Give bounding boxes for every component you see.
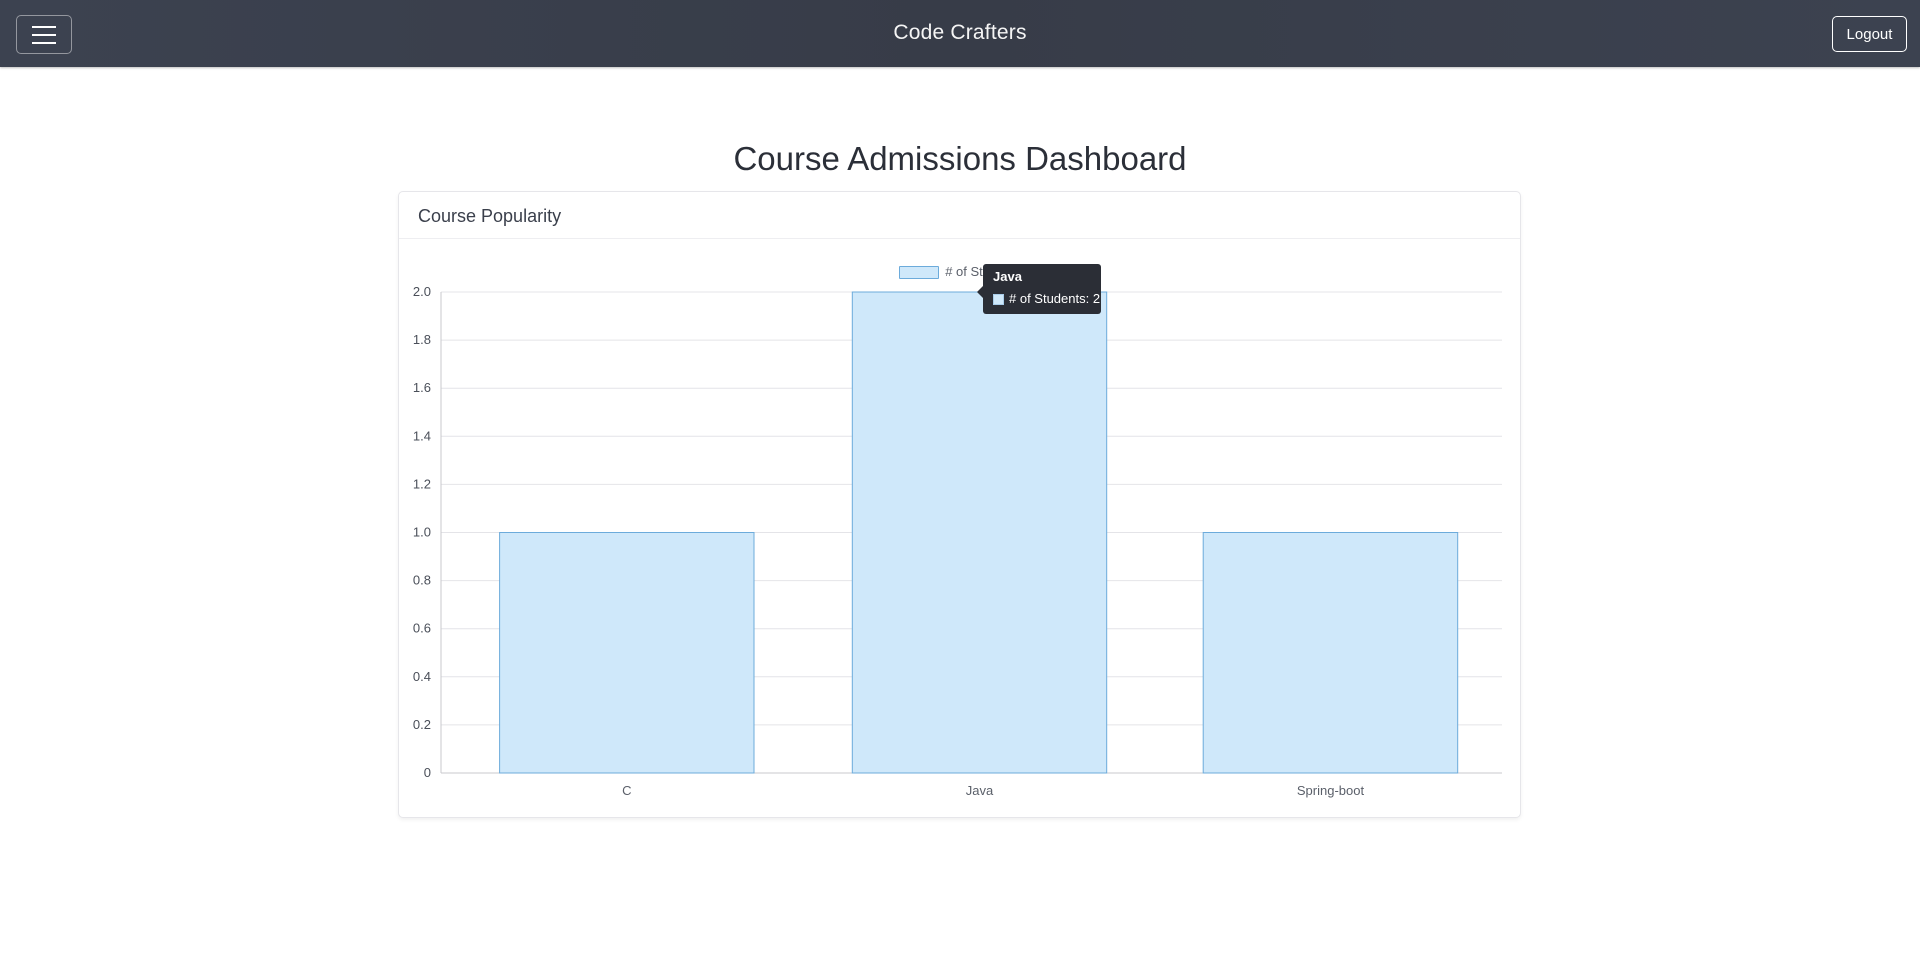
svg-text:Spring-boot: Spring-boot [1297, 783, 1365, 798]
svg-text:Java: Java [966, 783, 994, 798]
svg-text:1.6: 1.6 [413, 380, 431, 395]
svg-text:1.2: 1.2 [413, 476, 431, 491]
svg-text:1.8: 1.8 [413, 332, 431, 347]
svg-text:0.2: 0.2 [413, 717, 431, 732]
svg-text:2.0: 2.0 [413, 284, 431, 299]
svg-text:0: 0 [424, 765, 431, 780]
svg-text:1.4: 1.4 [413, 428, 431, 443]
svg-text:0.8: 0.8 [413, 573, 431, 588]
svg-text:1.0: 1.0 [413, 525, 431, 540]
svg-text:0.6: 0.6 [413, 621, 431, 636]
svg-text:0.4: 0.4 [413, 669, 431, 684]
svg-text:C: C [622, 783, 631, 798]
